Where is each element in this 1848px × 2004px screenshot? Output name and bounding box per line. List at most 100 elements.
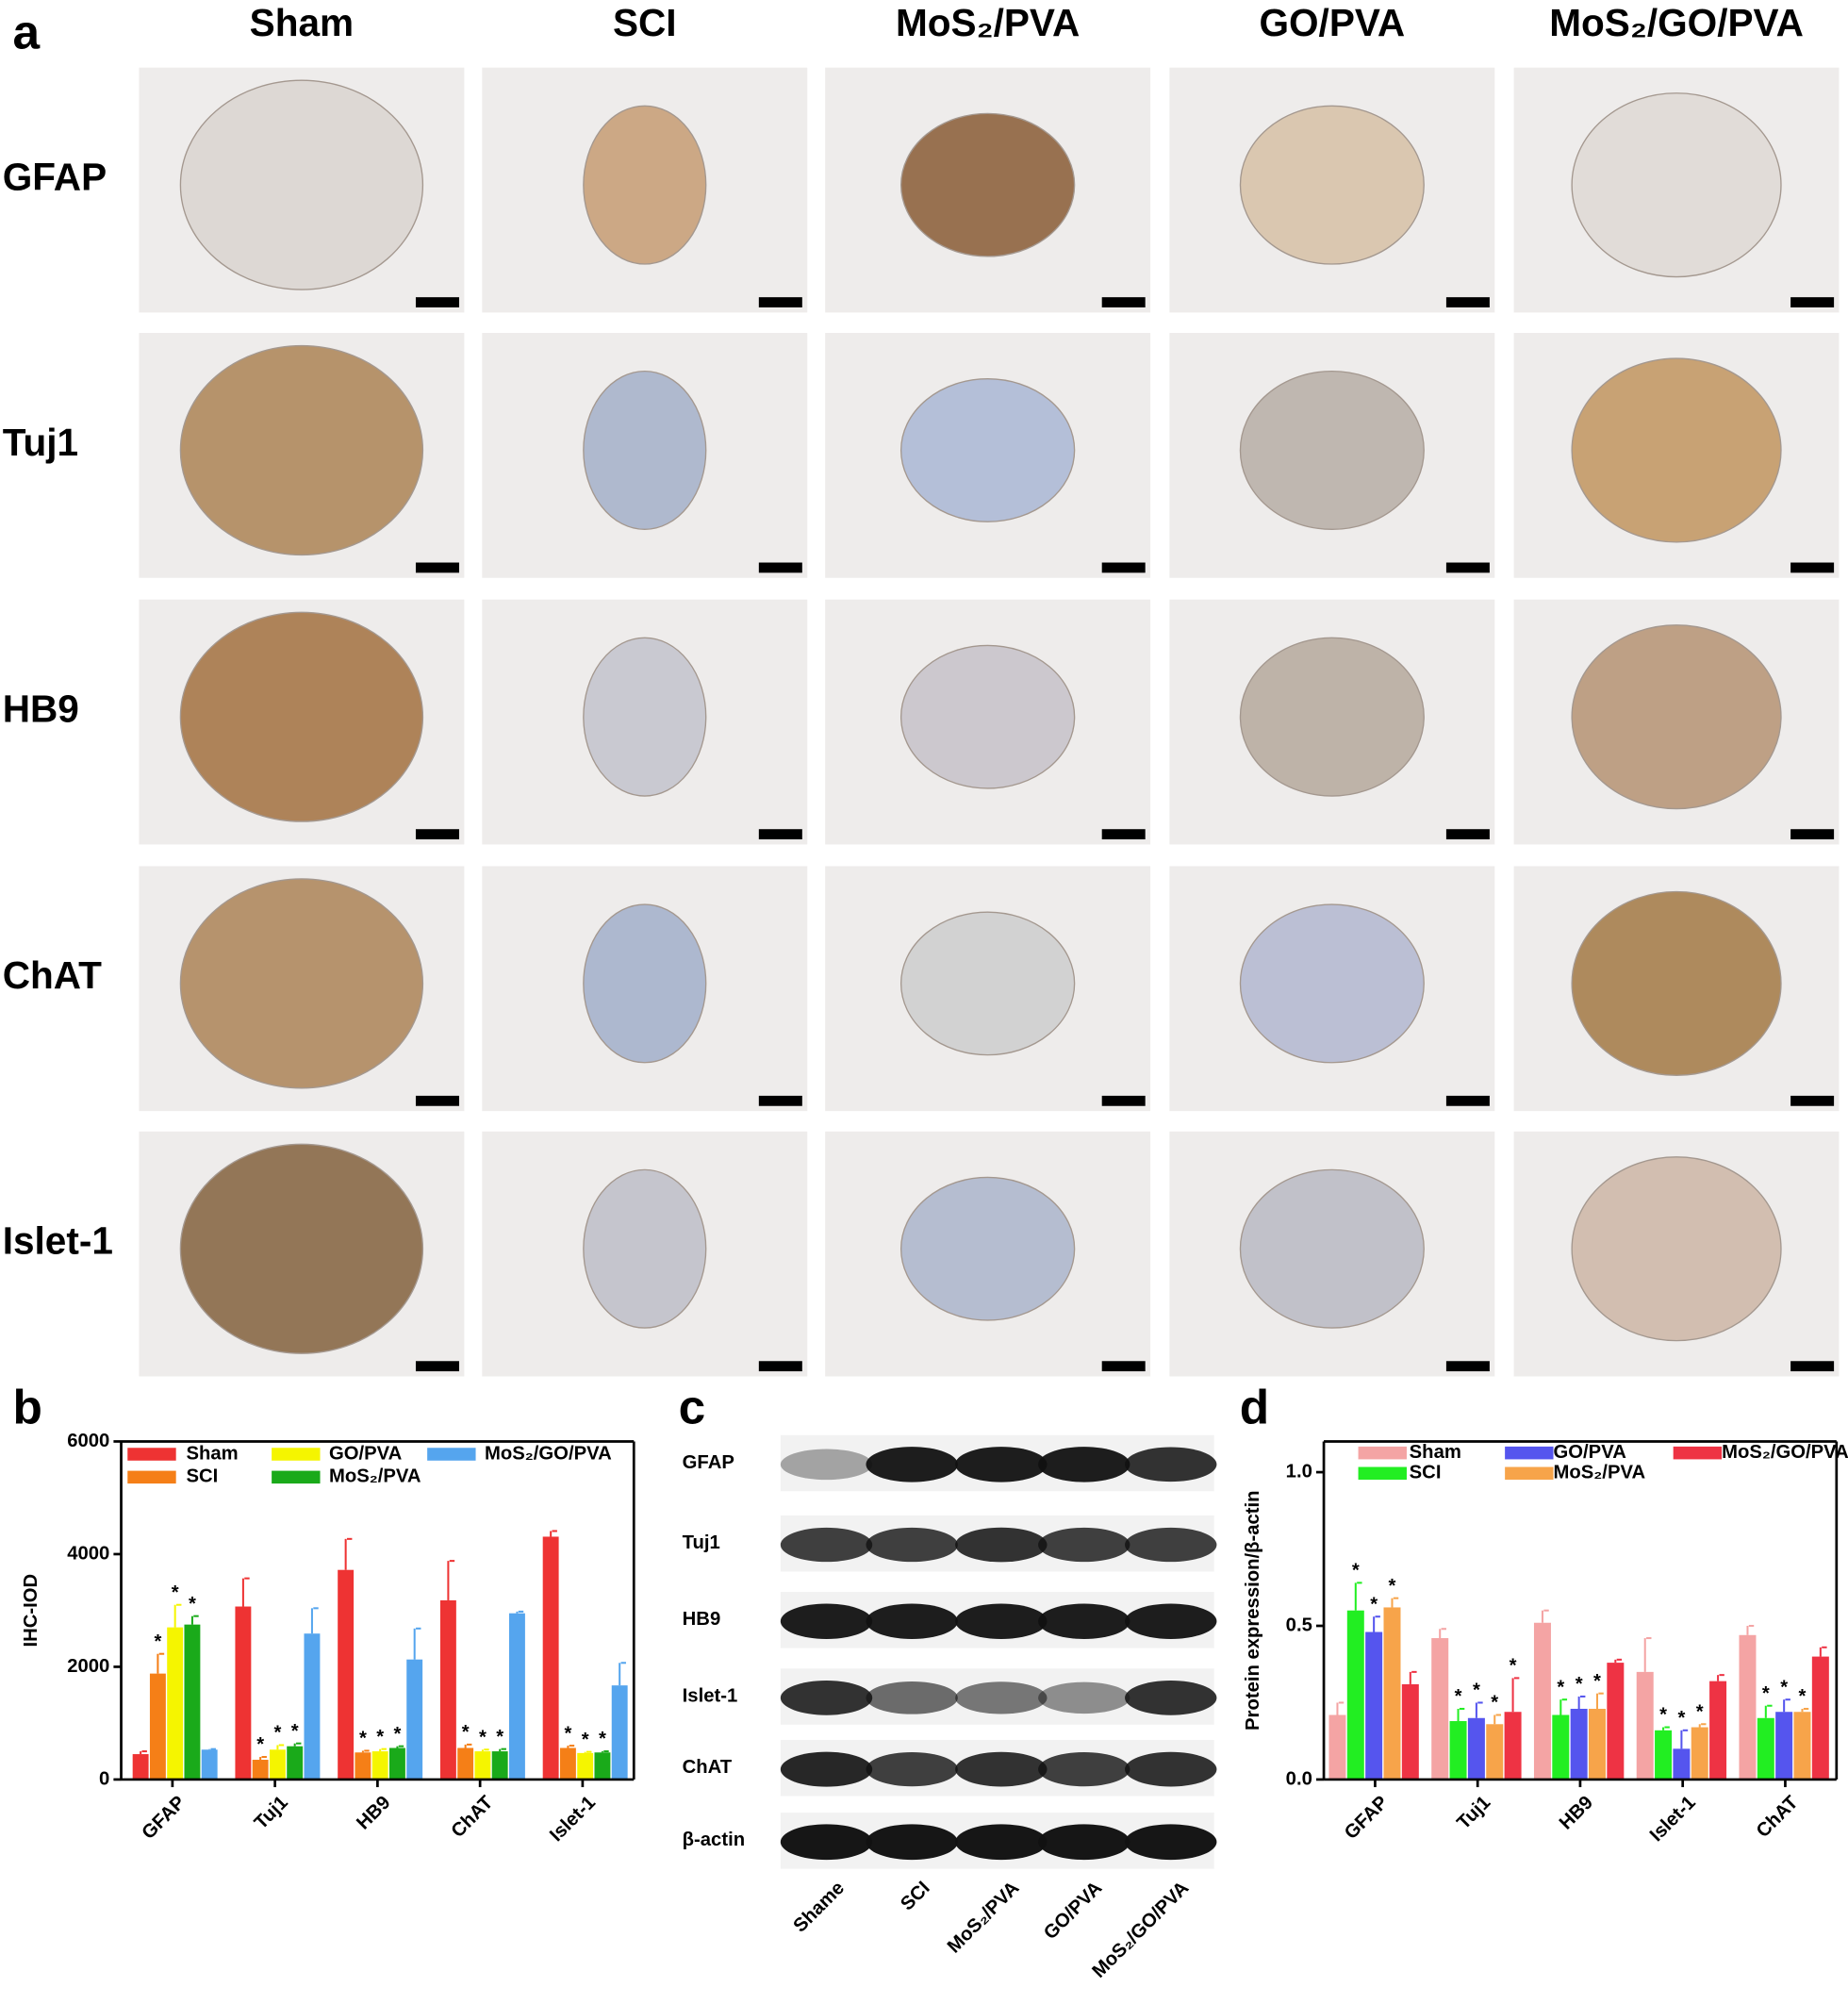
bar xyxy=(1739,1634,1757,1780)
blot-band xyxy=(866,1681,958,1714)
bar xyxy=(1607,1663,1625,1780)
tissue-section xyxy=(1571,890,1782,1076)
significance-marker: * xyxy=(1659,1705,1667,1726)
bar xyxy=(457,1747,474,1780)
blot-band xyxy=(866,1751,958,1787)
bar xyxy=(1775,1712,1793,1780)
y-tick-label: 6000 xyxy=(67,1431,109,1451)
tissue-section xyxy=(583,1168,707,1329)
significance-marker: * xyxy=(1780,1677,1788,1698)
scale-bar xyxy=(1445,1095,1490,1106)
blot-band xyxy=(780,1681,873,1715)
scale-bar xyxy=(1790,297,1835,307)
legend-label: SCI xyxy=(186,1466,218,1487)
legend-swatch xyxy=(1358,1446,1407,1460)
blot-band xyxy=(780,1751,873,1787)
scale-bar xyxy=(415,829,459,840)
significance-marker: * xyxy=(1557,1677,1564,1698)
bar xyxy=(1346,1610,1364,1780)
legend-label: GO/PVA xyxy=(329,1443,403,1464)
blot-row-label: β-actin xyxy=(683,1830,745,1850)
tissue-section xyxy=(1239,105,1425,265)
bar xyxy=(1401,1683,1419,1780)
bar xyxy=(1655,1730,1673,1780)
scale-bar xyxy=(415,1361,459,1372)
significance-marker: * xyxy=(1510,1656,1517,1677)
tissue-section xyxy=(583,105,707,265)
blot-band xyxy=(780,1449,873,1481)
blot-band xyxy=(780,1824,873,1861)
blot-band xyxy=(866,1824,958,1861)
panel-label: c xyxy=(679,1380,706,1434)
significance-marker: * xyxy=(1576,1674,1583,1695)
y-axis-label: Protein expression/β-actin xyxy=(1243,1490,1263,1731)
tissue-section xyxy=(899,378,1076,522)
bar xyxy=(577,1752,594,1780)
significance-marker: * xyxy=(496,1727,503,1747)
row-label: HB9 xyxy=(3,687,79,730)
bar xyxy=(304,1633,321,1780)
bar xyxy=(1504,1712,1522,1780)
significance-marker: * xyxy=(1352,1561,1360,1582)
bar xyxy=(269,1749,286,1780)
bar xyxy=(1552,1714,1570,1780)
legend-label: MoS₂/GO/PVA xyxy=(1722,1442,1848,1463)
legend-swatch xyxy=(272,1448,321,1461)
significance-marker: * xyxy=(172,1582,179,1603)
blot-band xyxy=(780,1527,873,1563)
bar xyxy=(1449,1721,1467,1780)
tissue-section xyxy=(1239,903,1425,1064)
blot-band xyxy=(1125,1681,1217,1715)
significance-marker: * xyxy=(462,1722,470,1743)
panel-label: d xyxy=(1240,1380,1269,1434)
scale-bar xyxy=(1445,297,1490,307)
row-label: ChAT xyxy=(3,953,102,997)
column-header: GO/PVA xyxy=(1259,1,1405,44)
blot-band xyxy=(780,1603,873,1639)
tissue-section xyxy=(179,79,424,290)
y-tick-label: 0 xyxy=(99,1768,109,1789)
significance-marker: * xyxy=(1677,1708,1685,1729)
tissue-section xyxy=(1571,624,1782,810)
significance-marker: * xyxy=(291,1721,299,1742)
tissue-section xyxy=(179,611,424,822)
column-header: MoS₂/GO/PVA xyxy=(1549,1,1804,44)
bar xyxy=(1709,1681,1727,1780)
bar xyxy=(1328,1714,1346,1780)
bar xyxy=(1467,1717,1485,1780)
bar xyxy=(1533,1622,1551,1780)
significance-marker: * xyxy=(359,1729,367,1749)
y-tick-label: 0.5 xyxy=(1286,1615,1312,1635)
bar xyxy=(1383,1607,1401,1780)
blot-row-label: ChAT xyxy=(683,1757,733,1778)
panel-label: a xyxy=(13,4,41,58)
scale-bar xyxy=(1445,1361,1490,1372)
significance-marker: * xyxy=(1473,1681,1480,1701)
legend-swatch xyxy=(1505,1446,1554,1460)
bar xyxy=(132,1754,149,1780)
significance-marker: * xyxy=(1389,1576,1396,1597)
panel-label: b xyxy=(13,1380,42,1434)
blot-band xyxy=(1125,1603,1217,1639)
blot-band xyxy=(866,1603,958,1639)
bar xyxy=(388,1747,405,1780)
y-axis-label: IHC-IOD xyxy=(21,1574,41,1648)
legend-label: MoS₂/GO/PVA xyxy=(485,1443,612,1464)
blot-band xyxy=(1038,1447,1130,1482)
tissue-section xyxy=(1571,1156,1782,1342)
scale-bar xyxy=(1445,562,1490,573)
bar xyxy=(235,1606,252,1780)
tissue-section xyxy=(583,370,707,531)
blot-band xyxy=(1125,1751,1217,1787)
tissue-section xyxy=(1571,357,1782,543)
scale-bar xyxy=(758,829,802,840)
blot-band xyxy=(1038,1527,1130,1563)
blot-band xyxy=(1038,1603,1130,1639)
y-tick-label: 2000 xyxy=(67,1656,109,1677)
blot-band xyxy=(1038,1751,1130,1787)
tissue-section xyxy=(899,644,1076,789)
blot-band xyxy=(955,1751,1048,1787)
significance-marker: * xyxy=(599,1729,606,1749)
scale-bar xyxy=(415,297,459,307)
